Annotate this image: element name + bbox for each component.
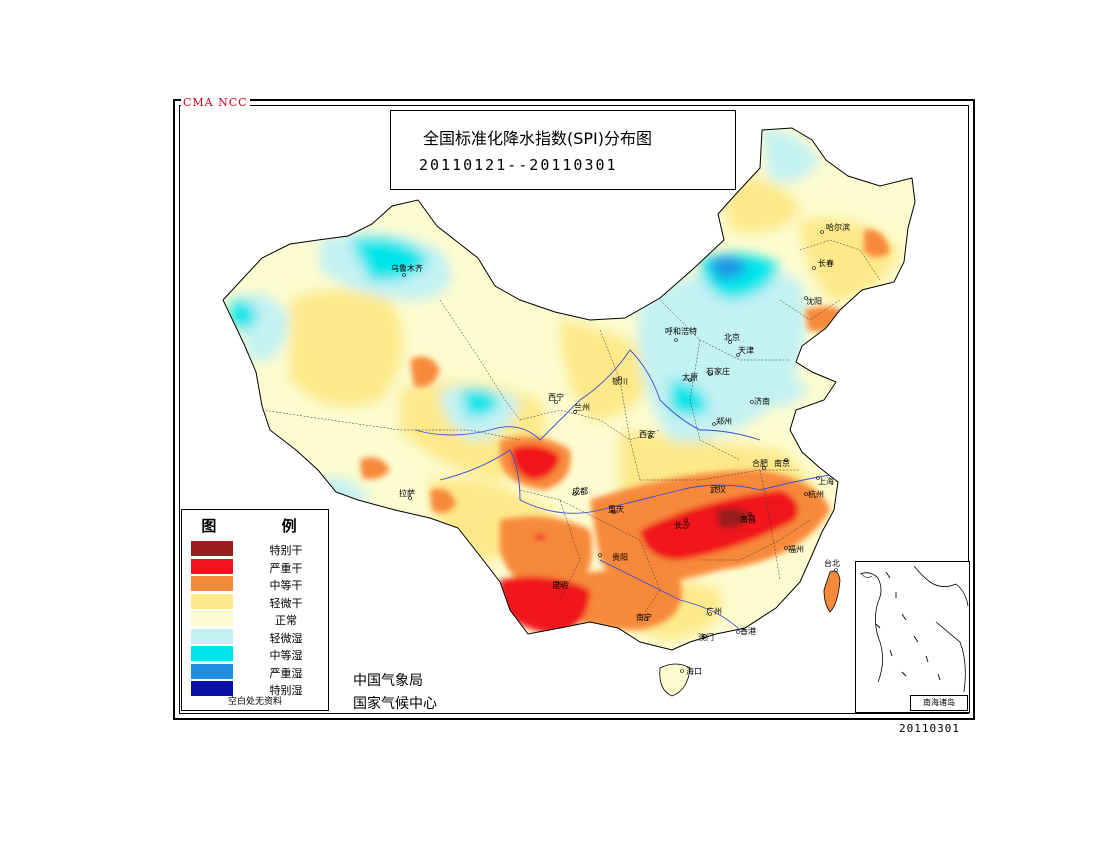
map-frame-inner (179, 105, 969, 714)
svg-text:石家庄: 石家庄 (706, 366, 730, 376)
svg-text:澳门: 澳门 (698, 632, 714, 642)
legend-item: 轻微湿 (191, 628, 326, 646)
svg-text:天津: 天津 (738, 345, 754, 355)
svg-text:北京: 北京 (724, 332, 740, 342)
legend-item: 中等湿 (191, 646, 326, 663)
svg-text:福州: 福州 (788, 545, 804, 554)
svg-text:沈阳: 沈阳 (806, 296, 822, 306)
svg-text:银川: 银川 (612, 376, 628, 386)
legend-note: 空白处无资料 (227, 697, 282, 707)
legend-label: 严重湿 (269, 666, 303, 680)
svg-text:拉萨: 拉萨 (399, 488, 415, 498)
map-frame-outer (173, 99, 975, 720)
map-period: 20110121--20110301 (419, 156, 618, 174)
legend-label: 正常 (275, 614, 297, 627)
legend-swatch (191, 646, 233, 661)
svg-text:兰州: 兰州 (574, 402, 590, 412)
legend-swatch (191, 558, 233, 574)
svg-text:海口: 海口 (686, 666, 702, 676)
svg-text:贵阳: 贵阳 (612, 552, 628, 562)
svg-text:呼和浩特: 呼和浩特 (665, 326, 697, 336)
svg-text:西安: 西安 (639, 429, 655, 439)
svg-text:济南: 济南 (754, 396, 770, 406)
svg-text:广州: 广州 (706, 606, 722, 616)
legend: 图 例 特别干严重干中等干轻微干正常轻微湿中等湿严重湿特别湿 空白处无资料 (181, 509, 329, 711)
svg-text:上海: 上海 (818, 476, 834, 486)
legend-swatch (191, 628, 233, 644)
svg-text:太原: 太原 (682, 372, 698, 382)
map-title: 全国标准化降水指数(SPI)分布图 (423, 129, 653, 148)
city-labels: 哈尔滨 长春 沈阳 呼和浩特 北京 天津 太原 石家庄 济南 郑州 西安 兰州 … (391, 222, 850, 676)
legend-title: 图 例 (201, 517, 327, 535)
svg-text:南宁: 南宁 (636, 612, 652, 622)
svg-text:合肥: 合肥 (752, 458, 768, 468)
south-china-sea-inset: 南海诸岛 (855, 561, 970, 713)
legend-item: 严重湿 (191, 663, 326, 681)
legend-swatch (191, 576, 233, 591)
legend-label: 中等干 (269, 579, 303, 592)
agency-line1: 中国气象局 (353, 673, 423, 689)
svg-text:武汉: 武汉 (710, 484, 726, 494)
legend-label: 严重干 (269, 561, 303, 575)
legend-label: 轻微干 (269, 596, 303, 610)
legend-item: 正常 (191, 611, 326, 628)
legend-item: 严重干 (191, 558, 326, 576)
province-borders (261, 239, 881, 621)
taiwan (823, 570, 841, 613)
svg-text:昆明: 昆明 (552, 581, 568, 590)
inset-label: 南海诸岛 (910, 695, 968, 711)
svg-text:长春: 长春 (818, 258, 834, 268)
svg-text:哈尔滨: 哈尔滨 (826, 222, 850, 232)
org-tag: CMA NCC (181, 96, 250, 109)
legend-item: 特别干 (191, 541, 326, 558)
legend-item: 特别湿 (191, 681, 326, 698)
svg-text:郑州: 郑州 (716, 416, 732, 426)
legend-item: 轻微干 (191, 593, 326, 611)
agency-line2: 国家气候中心 (353, 696, 437, 712)
legend-label: 特别湿 (269, 684, 303, 697)
legend-swatch (191, 593, 233, 609)
legend-item: 中等干 (191, 576, 326, 593)
rivers (414, 349, 831, 631)
svg-text:香港: 香港 (740, 626, 756, 636)
inset-map (859, 565, 969, 693)
legend-label: 特别干 (269, 544, 303, 557)
legend-label: 轻微湿 (269, 631, 303, 645)
svg-text:南京: 南京 (774, 458, 790, 468)
legend-swatch (191, 541, 233, 556)
hainan (659, 663, 691, 697)
svg-text:长沙: 长沙 (674, 520, 690, 530)
legend-swatch (191, 663, 233, 679)
date-stamp: 20110301 (899, 722, 960, 735)
legend-swatch (191, 611, 233, 626)
svg-text:杭州: 杭州 (808, 489, 824, 499)
svg-text:台北: 台北 (824, 558, 840, 568)
svg-text:西宁: 西宁 (548, 392, 564, 402)
legend-swatch (191, 681, 233, 696)
svg-text:成都: 成都 (572, 486, 588, 496)
legend-label: 中等湿 (269, 649, 303, 662)
svg-text:重庆: 重庆 (608, 504, 624, 514)
title-box: 全国标准化降水指数(SPI)分布图 20110121--20110301 (390, 110, 736, 190)
svg-text:南昌: 南昌 (740, 514, 756, 524)
svg-text:乌鲁木齐: 乌鲁木齐 (391, 263, 423, 273)
country-border (222, 127, 916, 651)
